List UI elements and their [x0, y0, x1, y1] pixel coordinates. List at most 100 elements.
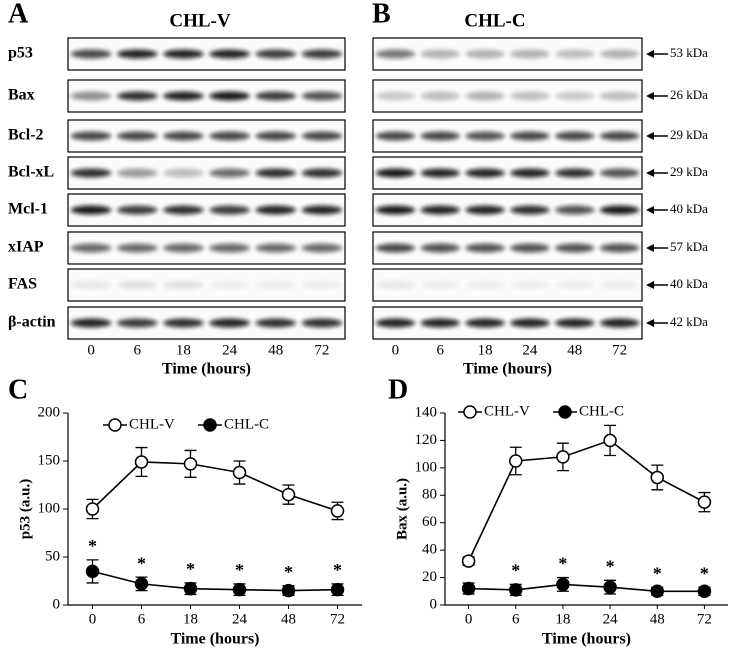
band [163, 318, 204, 328]
panel-letter: C [8, 374, 28, 405]
band [116, 280, 158, 290]
band [510, 318, 550, 328]
time-label: 72 [314, 342, 329, 358]
band [301, 243, 343, 253]
significance-mark: * [333, 560, 342, 580]
band [375, 243, 416, 253]
data-point [232, 465, 247, 480]
x-tick-label: 6 [512, 611, 520, 627]
band [70, 91, 112, 101]
band [375, 280, 416, 290]
data-point [697, 584, 712, 599]
data-point [330, 582, 345, 597]
data-point [556, 450, 570, 464]
y-tick-label: 100 [38, 500, 61, 516]
blot-box [67, 231, 346, 265]
x-tick-label: 72 [330, 611, 345, 627]
data-point [85, 502, 100, 516]
band [555, 205, 595, 215]
data-point [134, 455, 149, 469]
band [510, 280, 550, 290]
x-tick-label: 0 [465, 611, 473, 627]
arrow-head [646, 206, 654, 214]
time-label: 18 [176, 342, 191, 358]
band [510, 243, 550, 253]
band [599, 168, 640, 178]
protein-label: Mcl-1 [8, 201, 48, 218]
band [510, 131, 550, 141]
band [465, 318, 505, 328]
band [70, 205, 112, 215]
series-line [92, 570, 338, 592]
band [116, 318, 158, 328]
size-label: 40 kDa [670, 276, 708, 291]
band [420, 91, 460, 101]
panel-title: CHL-C [464, 10, 525, 31]
blot-box [372, 156, 643, 190]
band [209, 168, 250, 178]
significance-mark: * [653, 563, 662, 583]
size-label: 57 kDa [670, 239, 708, 254]
band [375, 49, 416, 59]
x-axis-title: Time (hours) [162, 361, 251, 378]
band [70, 131, 112, 141]
legend-label: CHL-C [224, 416, 269, 432]
time-label: 48 [567, 342, 582, 358]
series-line [468, 583, 705, 593]
significance-mark: * [235, 560, 244, 580]
blot-box [67, 156, 346, 190]
y-tick-label: 140 [415, 404, 438, 420]
band [599, 49, 640, 59]
data-point [134, 577, 149, 591]
band [465, 205, 505, 215]
band [116, 49, 158, 59]
y-axis-title: Bax (a.u.) [394, 478, 410, 540]
protein-label: xIAP [8, 239, 44, 256]
band [301, 205, 343, 215]
x-tick-label: 0 [89, 611, 97, 627]
arrow-head [646, 281, 654, 289]
protein-label: p53 [8, 45, 33, 62]
band [555, 280, 595, 290]
significance-mark: * [137, 553, 146, 573]
x-tick-label: 18 [555, 611, 570, 627]
series-line [467, 439, 705, 562]
band [555, 318, 595, 328]
x-tick-label: 72 [697, 611, 712, 627]
time-label: 18 [478, 342, 493, 358]
band [301, 49, 343, 59]
band [209, 205, 250, 215]
data-point [461, 581, 476, 596]
band [555, 49, 595, 59]
band [163, 280, 204, 290]
data-point [281, 487, 296, 502]
blot-box [372, 193, 643, 227]
protein-label: Bax [8, 87, 35, 104]
band [255, 91, 297, 101]
data-point [603, 580, 617, 594]
data-point [330, 504, 345, 518]
arrow-head [646, 132, 654, 140]
data-point [509, 583, 523, 597]
band [116, 131, 158, 141]
band [116, 243, 158, 253]
band [163, 131, 204, 141]
band [599, 205, 640, 215]
blot-box [67, 79, 346, 113]
x-tick-label: 18 [183, 611, 198, 627]
significance-mark: * [606, 556, 615, 576]
band [70, 243, 112, 253]
arrow-head [646, 244, 654, 252]
band [70, 49, 112, 59]
band [301, 318, 343, 328]
protein-label: FAS [8, 276, 37, 293]
band [599, 318, 640, 328]
legend-marker [558, 405, 572, 419]
band [301, 168, 343, 178]
x-axis-title: Time (hours) [542, 631, 631, 648]
x-tick-label: 48 [281, 611, 296, 627]
protein-label: Bcl-xL [8, 164, 54, 181]
blot-box [67, 268, 346, 302]
data-point [650, 584, 664, 599]
x-axis-title: Time (hours) [170, 631, 259, 648]
